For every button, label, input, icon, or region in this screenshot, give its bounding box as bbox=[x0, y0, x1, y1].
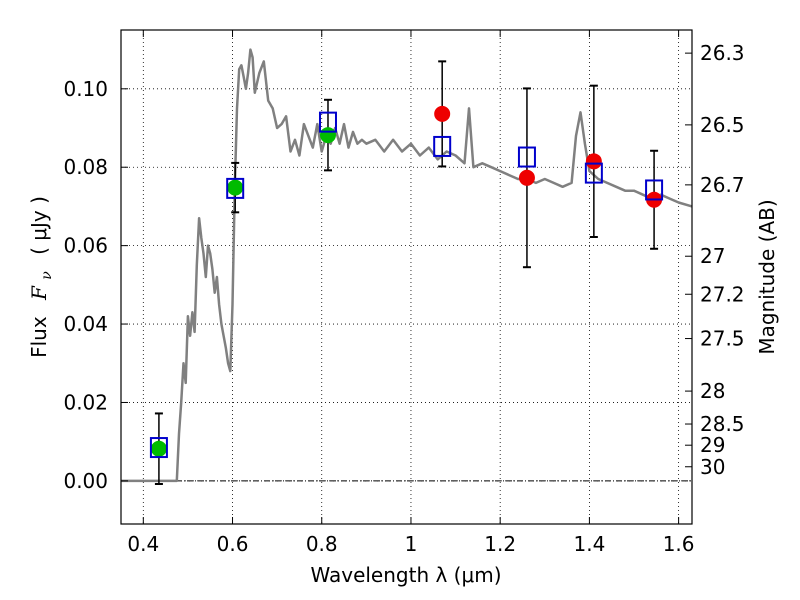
x-tick-label: 0.6 bbox=[217, 532, 249, 556]
x-tick-label: 0.4 bbox=[127, 532, 159, 556]
y-tick-label: 0.06 bbox=[63, 234, 108, 258]
model-point-square bbox=[149, 437, 168, 459]
model-point-square bbox=[584, 162, 603, 184]
photometry-point bbox=[319, 127, 336, 144]
photometry-layer bbox=[150, 105, 663, 457]
mag-tick-label: 26.7 bbox=[700, 173, 745, 197]
photometry-point bbox=[227, 179, 244, 196]
y-axis-label: Flux F ν ( μJy ) bbox=[27, 196, 56, 358]
x-tick-label: 1.6 bbox=[663, 532, 695, 556]
model-point-square bbox=[645, 179, 664, 201]
model-point-square bbox=[517, 146, 536, 168]
y-tick-label: 0.10 bbox=[63, 77, 108, 101]
y-tick-label: 0.02 bbox=[63, 390, 108, 414]
y-tick-label: 0.00 bbox=[63, 469, 108, 493]
x-tick-label: 1.4 bbox=[573, 532, 605, 556]
model-spectrum-line bbox=[121, 48, 693, 483]
mag-tick-label: 29 bbox=[700, 433, 725, 457]
photometry-point bbox=[518, 169, 535, 186]
photometry-point bbox=[150, 440, 167, 457]
y-tick-label: 0.04 bbox=[63, 312, 108, 336]
model-point-square bbox=[318, 111, 337, 133]
model-point-square bbox=[226, 177, 245, 199]
svg-text:Flux F ν ( μ: Flux F ν ( μJy ) bbox=[27, 196, 56, 358]
x-axis-ticks: 0.4 0.6 0.8 1 1.2 1.4 1.6 bbox=[127, 30, 695, 556]
mag-tick-label: 26.3 bbox=[700, 41, 745, 65]
mag-tick-label: 27.5 bbox=[700, 327, 745, 351]
y-axis-label-subscript: ν bbox=[39, 271, 55, 280]
y2-axis-label: Magnitude (AB) bbox=[755, 199, 779, 354]
x-axis-label: Wavelength λ (μm) bbox=[310, 563, 501, 587]
mag-tick-label: 26.5 bbox=[700, 113, 745, 137]
y-axis-label-unit: ( μJy ) bbox=[27, 196, 51, 255]
mag-tick-label: 27.2 bbox=[700, 282, 745, 306]
photometry-point bbox=[434, 105, 451, 122]
mag-tick-label: 28.5 bbox=[700, 412, 745, 436]
mag-tick-label: 27 bbox=[700, 244, 725, 268]
y-axis-label-symbol: F bbox=[27, 285, 51, 301]
model-points-layer bbox=[149, 111, 664, 459]
x-tick-label: 1.2 bbox=[484, 532, 516, 556]
plot-frame bbox=[120, 29, 693, 525]
y-tick-label: 0.08 bbox=[63, 155, 108, 179]
x-tick-label: 1 bbox=[405, 532, 418, 556]
mag-tick-label: 30 bbox=[700, 455, 725, 479]
x-tick-label: 0.8 bbox=[306, 532, 338, 556]
mag-tick-label: 28 bbox=[700, 379, 725, 403]
model-point-square bbox=[433, 135, 452, 157]
y-axis-label-text: Flux bbox=[27, 316, 51, 358]
y-axis-ticks: 0.00 0.02 0.04 0.06 0.08 0.10 bbox=[63, 77, 128, 493]
photometry-point bbox=[585, 153, 602, 170]
